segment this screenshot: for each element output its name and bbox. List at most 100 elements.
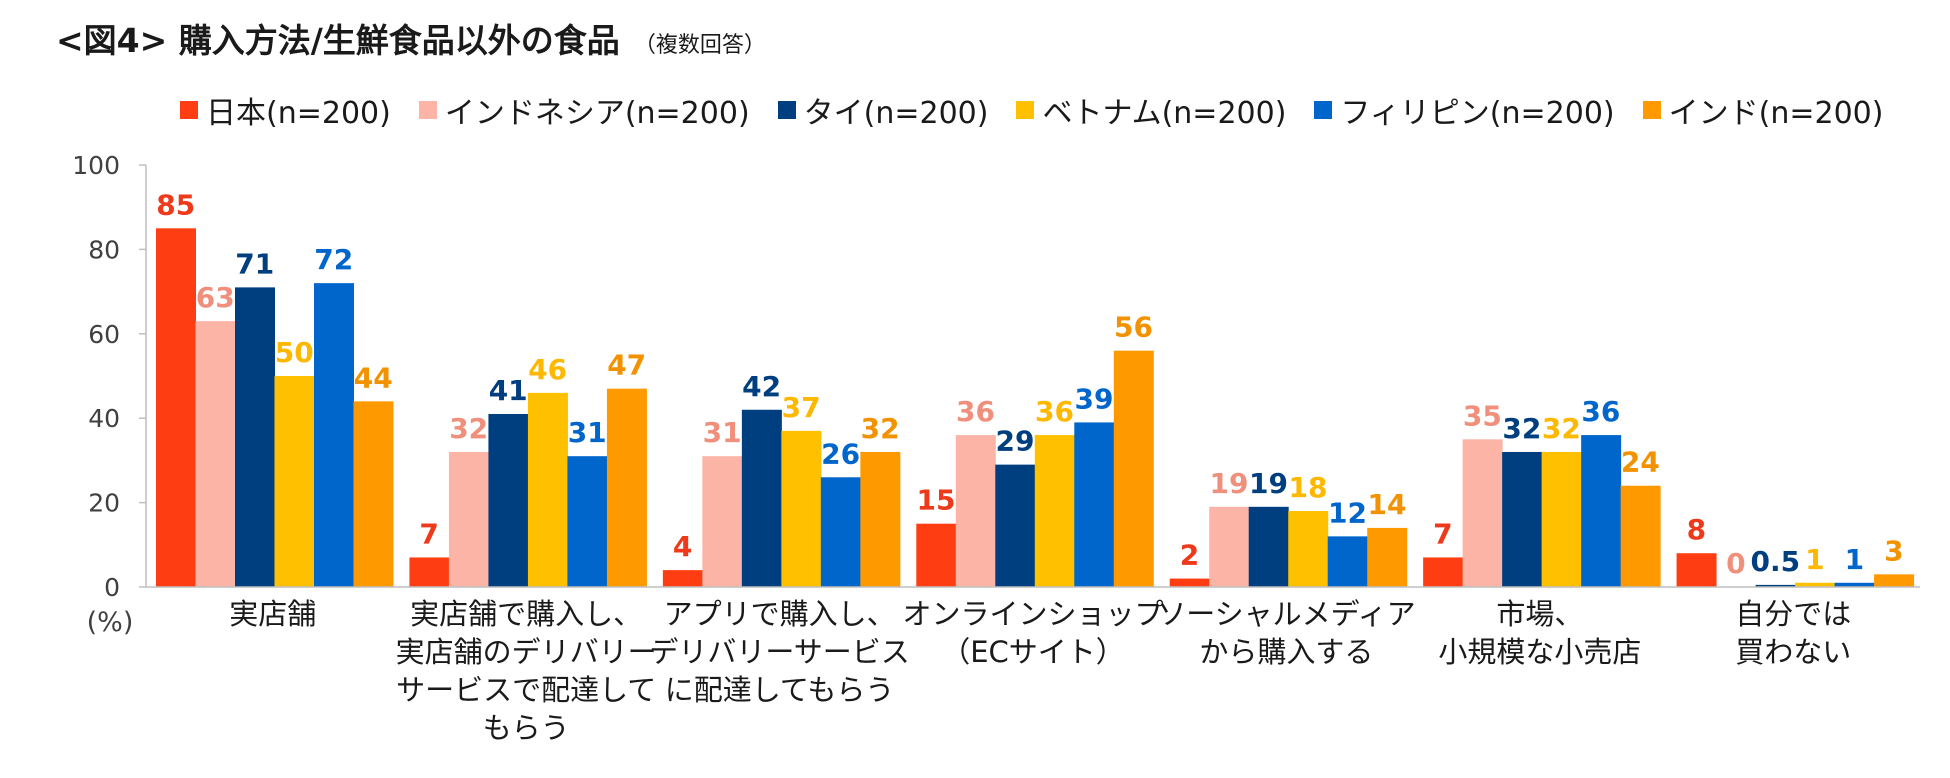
bar	[567, 456, 608, 587]
legend-swatch	[777, 101, 796, 119]
data-label: 15	[917, 484, 956, 517]
legend-label: インド(n=200)	[1668, 96, 1884, 131]
data-label: 0.5	[1751, 545, 1801, 578]
legend-item: インドネシア(n=200)	[418, 88, 750, 132]
data-label: 29	[996, 425, 1035, 458]
bar	[1834, 582, 1875, 587]
data-label: 31	[568, 416, 607, 449]
category-label: 自分では	[1735, 597, 1851, 631]
data-label: 2	[1180, 539, 1199, 572]
data-label: 44	[354, 361, 393, 394]
data-label: 18	[1288, 471, 1327, 504]
bar	[527, 392, 568, 587]
bar	[314, 283, 354, 587]
legend-swatch	[1016, 101, 1035, 119]
legend-swatch	[418, 101, 437, 119]
bar	[409, 557, 450, 587]
data-label: 0	[1726, 547, 1745, 580]
bar	[820, 477, 861, 587]
category-label: 実店舗で購入し、	[410, 597, 642, 631]
bar	[1169, 578, 1210, 587]
bar	[1581, 435, 1622, 587]
bar	[1541, 451, 1582, 587]
legend-item: ベトナム(n=200)	[1016, 88, 1286, 132]
legend-item: フィリピン(n=200)	[1314, 88, 1615, 132]
bar	[1113, 350, 1154, 587]
bar	[995, 464, 1036, 587]
data-label: 19	[1209, 467, 1248, 500]
data-label: 4	[673, 530, 692, 563]
legend-label: ベトナム(n=200)	[1042, 96, 1287, 131]
legend-label: 日本(n=200)	[206, 96, 391, 131]
category-label: 市場、	[1496, 597, 1583, 631]
category-label: （ECサイト）	[941, 635, 1125, 669]
legend-label: インドネシア(n=200)	[444, 96, 750, 131]
bar	[741, 409, 782, 587]
bar	[156, 228, 196, 588]
data-label: 7	[1433, 517, 1452, 550]
data-label: 31	[703, 416, 742, 449]
bar	[1620, 485, 1661, 587]
data-label: 41	[489, 374, 528, 407]
chart-title-sub: （複数回答）	[633, 33, 766, 58]
bar	[662, 570, 703, 587]
y-tick-label: 40	[88, 404, 120, 433]
bar	[1034, 435, 1075, 587]
bar	[1367, 527, 1408, 587]
bar	[1423, 557, 1464, 587]
data-label: 63	[196, 281, 235, 314]
category-label: 実店舗のデリバリー	[396, 635, 657, 669]
category-label: アプリで購入し、	[664, 597, 896, 631]
data-label: 3	[1884, 534, 1903, 567]
chart-title-main: <図4> 購入方法/生鮮食品以外の食品	[56, 21, 620, 60]
data-label: 19	[1249, 467, 1288, 500]
category-label: 買わない	[1735, 635, 1851, 669]
bar	[781, 430, 822, 587]
bar	[448, 451, 489, 587]
bar	[1288, 511, 1329, 587]
bar	[195, 321, 236, 587]
data-label: 37	[782, 391, 821, 424]
data-label: 50	[275, 336, 314, 369]
bar	[1248, 506, 1289, 587]
y-tick-label: 60	[88, 320, 120, 349]
data-label: 1	[1805, 543, 1824, 576]
data-label: 32	[861, 412, 900, 445]
category-label: サービスで配達して	[396, 673, 656, 707]
bar	[488, 413, 529, 587]
data-label: 46	[528, 353, 567, 386]
data-label: 7	[419, 517, 438, 550]
data-label: 85	[156, 188, 195, 221]
chart-legend: 日本(n=200) インドネシア(n=200) タイ(n=200) ベトナム(n=20…	[180, 88, 1883, 132]
data-label: 26	[821, 437, 860, 470]
bar	[235, 287, 275, 587]
data-label: 8	[1687, 513, 1706, 546]
data-label: 39	[1075, 382, 1114, 415]
category-label: 実店舗	[229, 597, 316, 631]
y-axis-label: (%)	[87, 607, 134, 638]
y-tick-label: 80	[88, 235, 120, 264]
data-label: 56	[1114, 311, 1153, 344]
data-label: 12	[1328, 496, 1367, 529]
data-label: 32	[1502, 412, 1541, 445]
category-label: デリバリーサービス	[649, 635, 909, 669]
legend-item: タイ(n=200)	[777, 88, 989, 132]
category-label: に配達してもらう	[665, 673, 895, 707]
bar	[916, 523, 957, 587]
category-label: オンラインショップ	[902, 597, 1163, 631]
y-tick-label: 20	[88, 489, 120, 518]
bar	[274, 376, 315, 587]
bar	[860, 451, 901, 587]
data-label: 24	[1621, 446, 1660, 479]
data-label: 71	[235, 247, 274, 280]
y-tick-label: 0	[104, 573, 120, 602]
legend-item: 日本(n=200)	[180, 88, 391, 132]
category-label: 小規模な小売店	[1438, 635, 1641, 669]
data-label: 36	[956, 395, 995, 428]
legend-label: タイ(n=200)	[803, 96, 989, 131]
data-label: 1	[1845, 543, 1864, 576]
bar	[1209, 506, 1250, 587]
bar	[702, 456, 743, 587]
category-label: もらう	[483, 711, 570, 745]
data-label: 32	[449, 412, 488, 445]
